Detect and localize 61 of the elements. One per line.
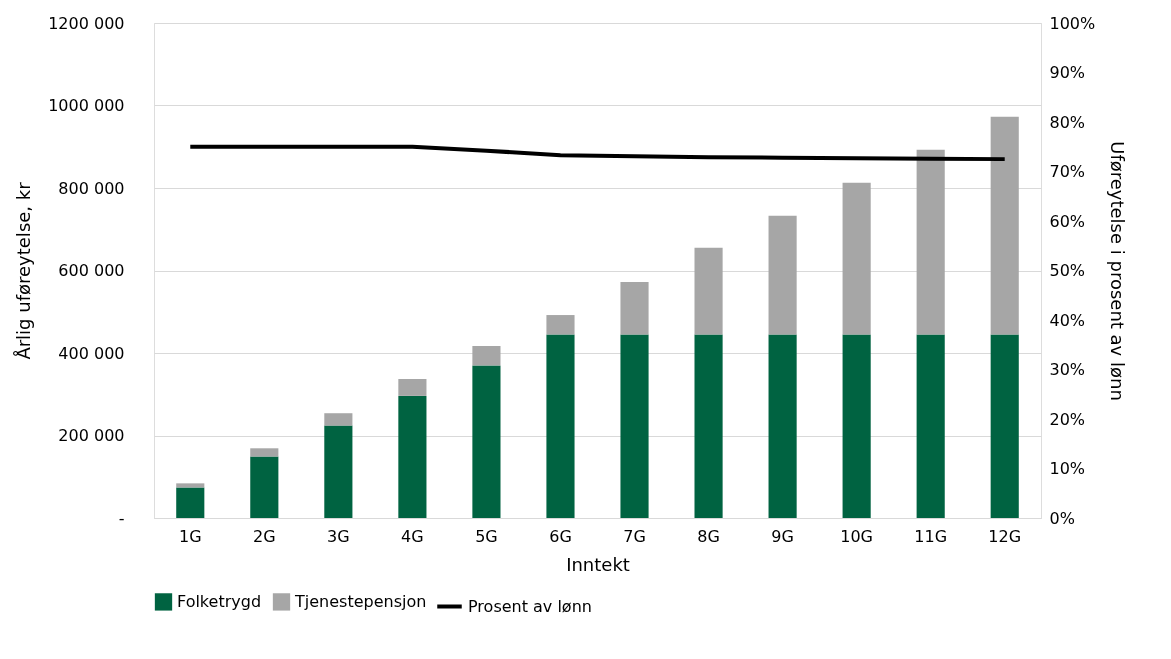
y2-tick-label: 60% bbox=[1049, 211, 1086, 231]
x-tick-label: 10G bbox=[840, 526, 874, 546]
bar bbox=[694, 247, 723, 335]
bar bbox=[620, 334, 649, 518]
bar bbox=[398, 395, 427, 518]
bar bbox=[250, 456, 279, 518]
bar bbox=[694, 334, 723, 518]
x-tick-label: 1G bbox=[178, 526, 202, 546]
bar bbox=[176, 483, 205, 488]
x-tick-label: 4G bbox=[401, 526, 424, 546]
x-tick-label: 5G bbox=[475, 526, 498, 546]
x-tick-label: 11G bbox=[914, 526, 948, 546]
y-tick-label: 600 000 bbox=[58, 261, 125, 280]
y2-tick-label: 10% bbox=[1049, 459, 1086, 478]
x-tick-label: 12G bbox=[988, 526, 1022, 546]
bar bbox=[472, 345, 501, 366]
bar bbox=[916, 149, 945, 335]
bar bbox=[250, 448, 279, 457]
x-tick-label: 7G bbox=[623, 526, 646, 546]
y-tick-label: 400 000 bbox=[58, 343, 125, 363]
bar bbox=[398, 378, 427, 396]
y2-tick-label: 40% bbox=[1049, 310, 1086, 330]
bar bbox=[842, 334, 871, 518]
bar bbox=[768, 215, 797, 335]
bar bbox=[842, 182, 871, 335]
y2-tick-label: 0% bbox=[1049, 508, 1075, 528]
legend-label: Tjenestepensjon bbox=[294, 591, 427, 611]
bar bbox=[620, 282, 649, 335]
bar bbox=[916, 334, 945, 518]
legend-label: Folketrygd bbox=[177, 591, 262, 611]
y-tick-label: 1200 000 bbox=[48, 13, 125, 33]
x-tick-label: 2G bbox=[253, 526, 276, 546]
y2-tick-label: 20% bbox=[1049, 409, 1086, 429]
line-series bbox=[188, 144, 1007, 162]
y-tick-label: 800 000 bbox=[58, 178, 125, 198]
y2-tick-label: 30% bbox=[1049, 360, 1086, 379]
bar bbox=[990, 116, 1019, 335]
y2-tick-label: 90% bbox=[1049, 63, 1086, 82]
bar bbox=[546, 315, 575, 335]
y-tick-label: 200 000 bbox=[58, 426, 125, 445]
bar bbox=[472, 365, 501, 518]
x-tick-label: 6G bbox=[549, 526, 572, 546]
y2-tick-label: 70% bbox=[1049, 162, 1086, 181]
y2-tick-label: 100% bbox=[1049, 13, 1096, 33]
bar bbox=[324, 413, 353, 426]
y2-tick-label: 80% bbox=[1049, 112, 1086, 132]
y2-axis-title: Uføreytelse i prosent av lønn bbox=[1107, 141, 1129, 401]
y2-tick-label: 50% bbox=[1049, 261, 1086, 280]
x-tick-label: 3G bbox=[327, 526, 350, 546]
bar bbox=[324, 425, 353, 518]
x-tick-label: 9G bbox=[771, 526, 794, 546]
bar bbox=[990, 334, 1019, 518]
legend-label: Prosent av lønn bbox=[468, 596, 592, 616]
bar bbox=[546, 334, 575, 518]
y-tick-label: - bbox=[118, 508, 125, 528]
y-tick-label: 1000 000 bbox=[48, 96, 125, 115]
y-axis-title: Årlig uføreytelse, kr bbox=[13, 181, 35, 360]
x-axis-title: Inntekt bbox=[566, 553, 630, 575]
x-tick-label: 8G bbox=[697, 526, 720, 546]
bar bbox=[768, 334, 797, 518]
bar bbox=[176, 487, 205, 518]
